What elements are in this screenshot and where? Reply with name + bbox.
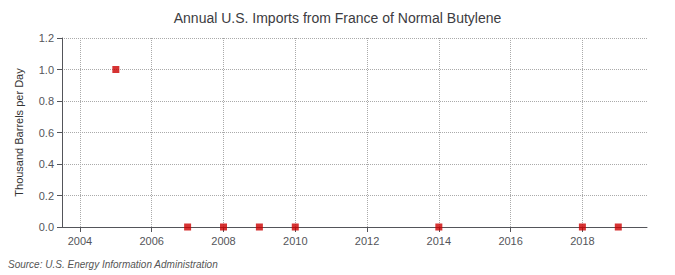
svg-text:2012: 2012	[355, 235, 379, 247]
svg-text:Annual U.S. Imports from Franc: Annual U.S. Imports from France of Norma…	[174, 10, 502, 26]
svg-text:0.4: 0.4	[39, 158, 54, 170]
svg-text:2018: 2018	[570, 235, 594, 247]
svg-text:Thousand Barrels per Day: Thousand Barrels per Day	[13, 68, 25, 197]
svg-text:2010: 2010	[283, 235, 307, 247]
svg-text:1.2: 1.2	[39, 32, 54, 44]
svg-text:2008: 2008	[211, 235, 235, 247]
svg-text:0.8: 0.8	[39, 95, 54, 107]
svg-text:2014: 2014	[427, 235, 451, 247]
svg-text:0.0: 0.0	[39, 221, 54, 233]
svg-text:2016: 2016	[498, 235, 522, 247]
svg-text:Source: U.S. Energy Informatio: Source: U.S. Energy Information Administ…	[8, 259, 218, 270]
svg-text:0.6: 0.6	[39, 127, 54, 139]
svg-text:1.0: 1.0	[39, 64, 54, 76]
svg-text:0.2: 0.2	[39, 190, 54, 202]
svg-text:2006: 2006	[139, 235, 163, 247]
svg-text:2004: 2004	[68, 235, 92, 247]
